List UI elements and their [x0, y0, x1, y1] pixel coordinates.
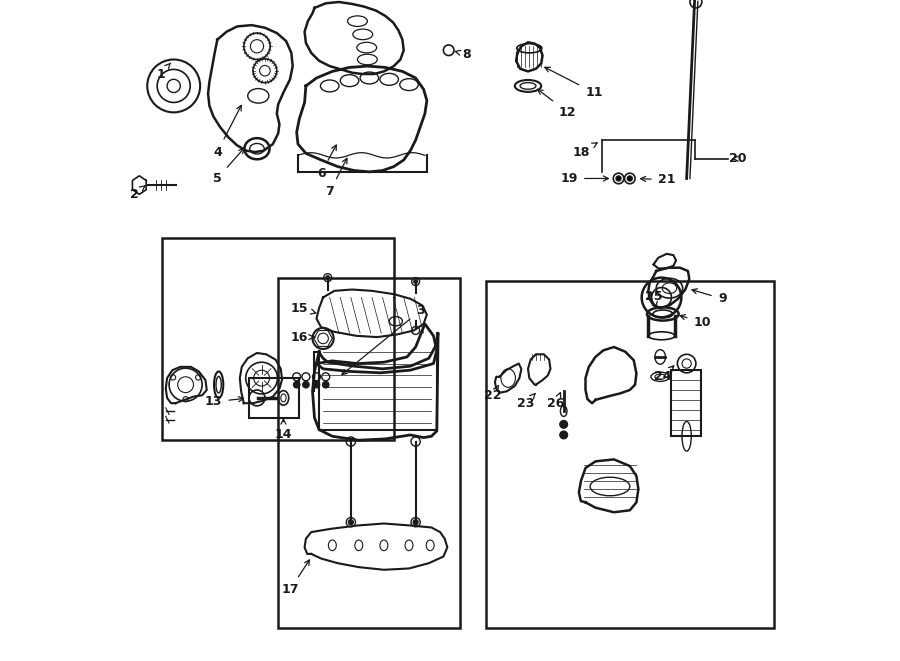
Text: 16: 16 — [291, 330, 315, 344]
Text: 6: 6 — [317, 145, 337, 180]
Text: 2: 2 — [130, 186, 145, 201]
Circle shape — [293, 381, 300, 388]
Text: 3: 3 — [342, 304, 425, 375]
Circle shape — [560, 431, 568, 439]
Text: 23: 23 — [518, 393, 536, 410]
Text: 5: 5 — [213, 148, 244, 185]
Text: 7: 7 — [325, 158, 347, 198]
Text: 25: 25 — [644, 290, 662, 307]
Text: 19: 19 — [561, 172, 608, 185]
Text: 12: 12 — [537, 89, 576, 119]
Text: 1: 1 — [156, 63, 170, 81]
Circle shape — [413, 520, 418, 525]
Text: 20: 20 — [729, 152, 746, 165]
Text: 10: 10 — [680, 315, 711, 329]
Circle shape — [627, 176, 633, 181]
Text: 26: 26 — [547, 393, 564, 410]
Circle shape — [348, 520, 354, 525]
Bar — [278, 278, 460, 628]
Circle shape — [616, 176, 621, 181]
Circle shape — [313, 381, 320, 388]
Circle shape — [326, 276, 329, 280]
Text: 9: 9 — [692, 289, 726, 305]
Text: 14: 14 — [274, 419, 292, 442]
Text: 24: 24 — [654, 366, 674, 383]
Text: 17: 17 — [282, 560, 310, 596]
Circle shape — [414, 280, 418, 284]
Bar — [671, 370, 701, 436]
Text: 11: 11 — [544, 67, 603, 99]
Text: 22: 22 — [484, 385, 501, 402]
Circle shape — [560, 420, 568, 428]
Circle shape — [322, 381, 329, 388]
Text: 21: 21 — [641, 173, 676, 186]
Circle shape — [302, 381, 310, 388]
Bar — [249, 378, 299, 418]
Text: 15: 15 — [291, 301, 316, 315]
Bar — [486, 281, 774, 628]
Bar — [163, 238, 394, 440]
Text: 4: 4 — [213, 105, 241, 159]
Text: 13: 13 — [204, 395, 244, 408]
Text: 8: 8 — [455, 48, 471, 61]
Text: 18: 18 — [572, 143, 598, 159]
